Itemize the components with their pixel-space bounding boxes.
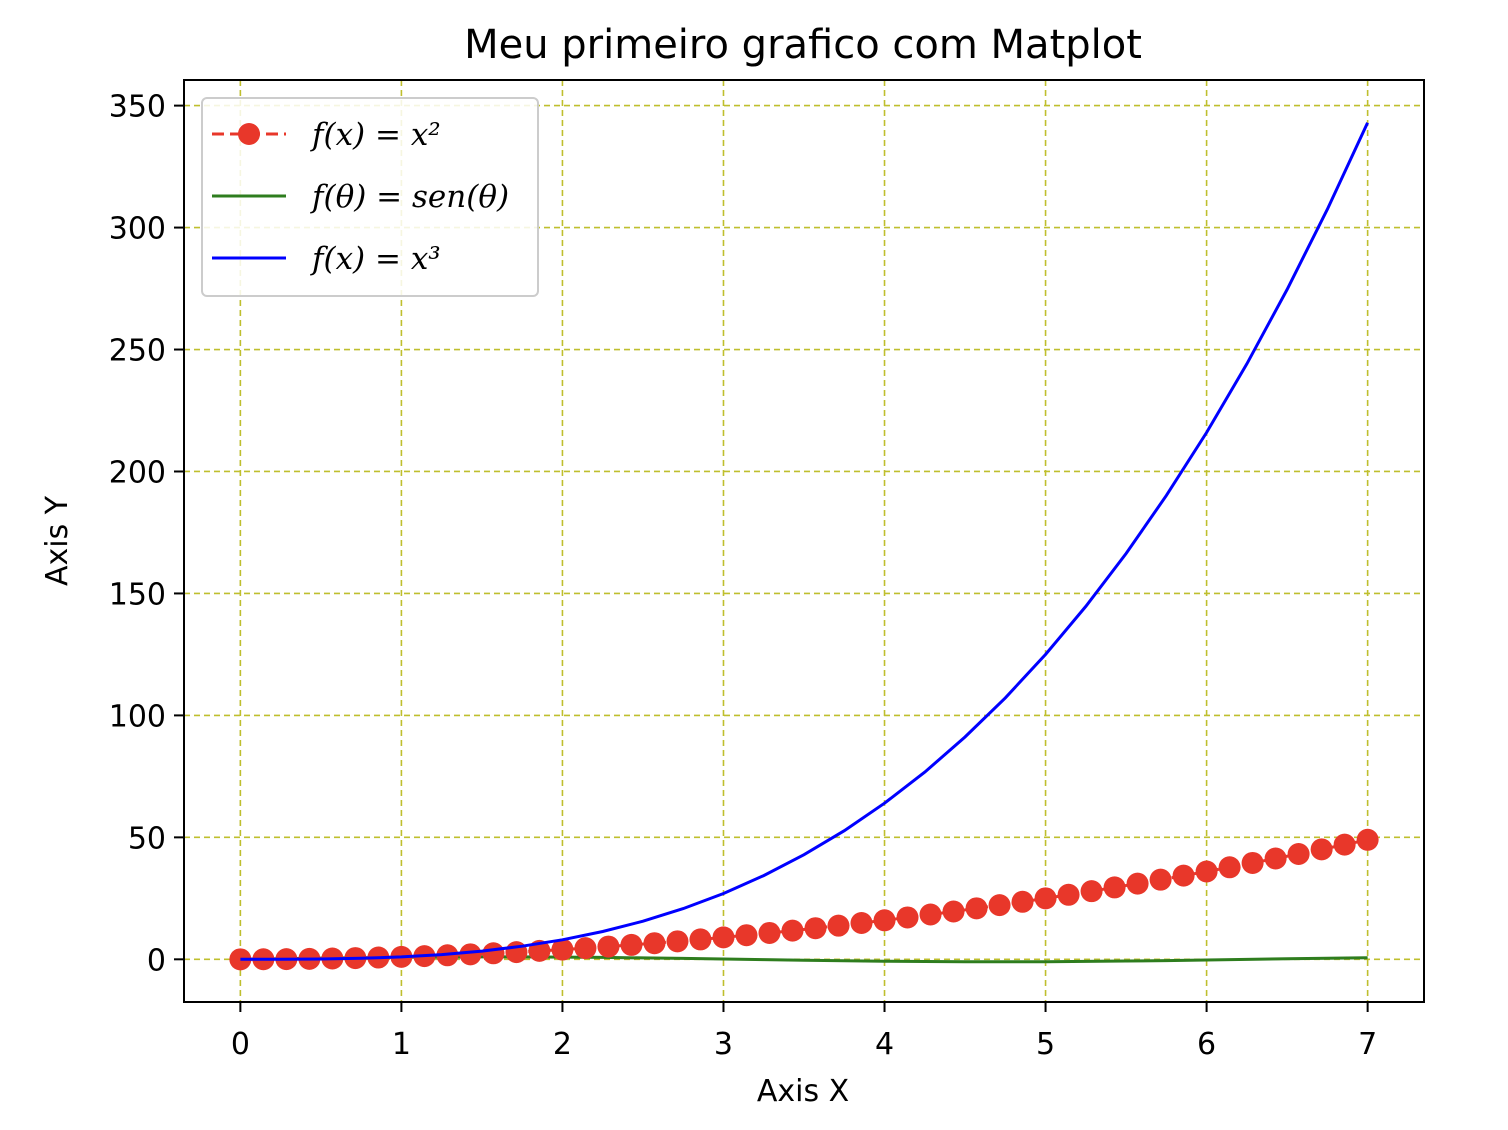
series-sine-legend-label: f(θ) = sen(θ) [310, 179, 509, 215]
x-tick-label: 2 [553, 1027, 572, 1062]
y-tick-label: 50 [128, 821, 166, 856]
series-square-point [873, 909, 896, 932]
series-square-point [1057, 883, 1080, 906]
x-tick-label: 0 [231, 1027, 250, 1062]
series-square-point [1310, 838, 1333, 861]
series-square-point [666, 930, 689, 953]
series-square-point [1034, 887, 1057, 910]
x-tick-label: 3 [714, 1027, 733, 1062]
legend-box [201, 97, 539, 297]
series-square-point [229, 948, 252, 971]
series-cube-legend-label: f(x) = x³ [310, 241, 441, 277]
series-square-point [965, 897, 988, 920]
series-square-point [1103, 876, 1126, 899]
series-square-point [459, 943, 482, 966]
chart-title: Meu primeiro grafico com Matplot [464, 22, 1142, 68]
series-square-point [896, 906, 919, 929]
x-tick-label: 1 [392, 1027, 411, 1062]
series-square-point [988, 894, 1011, 917]
plot-series [229, 122, 1379, 971]
series-square-point [1172, 864, 1195, 887]
series-square-point [827, 914, 850, 937]
y-tick-label: 0 [147, 943, 166, 978]
series-square-point [1195, 860, 1218, 883]
grid [184, 80, 1424, 1002]
x-tick-label: 7 [1358, 1027, 1377, 1062]
series-square-point [620, 933, 643, 956]
series-square-point [712, 926, 735, 949]
series-square-point [597, 935, 620, 958]
series-square-point [1241, 851, 1264, 874]
series-square-point [758, 921, 781, 944]
x-tick-label: 4 [875, 1027, 894, 1062]
legend: f(x) = x² f(θ) = sen(θ) f(x) = x³ [201, 97, 539, 297]
plot-frame [183, 79, 1425, 1003]
series-square-point [1356, 828, 1379, 851]
y-tick-label: 100 [109, 699, 166, 734]
series-square-point [1264, 847, 1287, 870]
x-tick-label: 5 [1036, 1027, 1055, 1062]
y-tick-label: 150 [109, 577, 166, 612]
x-axis-label: Axis X [757, 1074, 849, 1109]
series-square-point [942, 900, 965, 923]
series-square-point [1218, 856, 1241, 879]
series-square-point [1080, 880, 1103, 903]
series-cube-line [240, 122, 1369, 961]
series-square-point [1287, 842, 1310, 865]
series-square-legend-marker [238, 123, 260, 145]
series-square-point [1126, 872, 1149, 895]
series-square-point [482, 942, 505, 965]
series-square-point [735, 924, 758, 947]
series-square-point [850, 912, 873, 935]
series-square-point [551, 938, 574, 961]
y-tick-label: 350 [109, 90, 166, 125]
x-tick-label: 6 [1197, 1027, 1216, 1062]
series-square-point [689, 928, 712, 951]
series-square-point [1333, 833, 1356, 856]
series-square-point [919, 903, 942, 926]
y-tick-label: 200 [109, 455, 166, 490]
series-square-point [804, 917, 827, 940]
series-square-point [781, 919, 804, 942]
y-axis-label: Axis Y [40, 495, 75, 586]
series-square-point [643, 932, 666, 955]
series-square-point [574, 937, 597, 960]
series-square-point [1011, 890, 1034, 913]
y-tick-label: 300 [109, 212, 166, 247]
y-tick-label: 250 [109, 334, 166, 369]
series-square-point [1149, 868, 1172, 891]
series-square-legend-label: f(x) = x² [310, 117, 441, 153]
axis-ticks: 0 1 2 3 4 5 6 7 0 50 100 150 200 250 300 350 [109, 90, 1377, 1062]
